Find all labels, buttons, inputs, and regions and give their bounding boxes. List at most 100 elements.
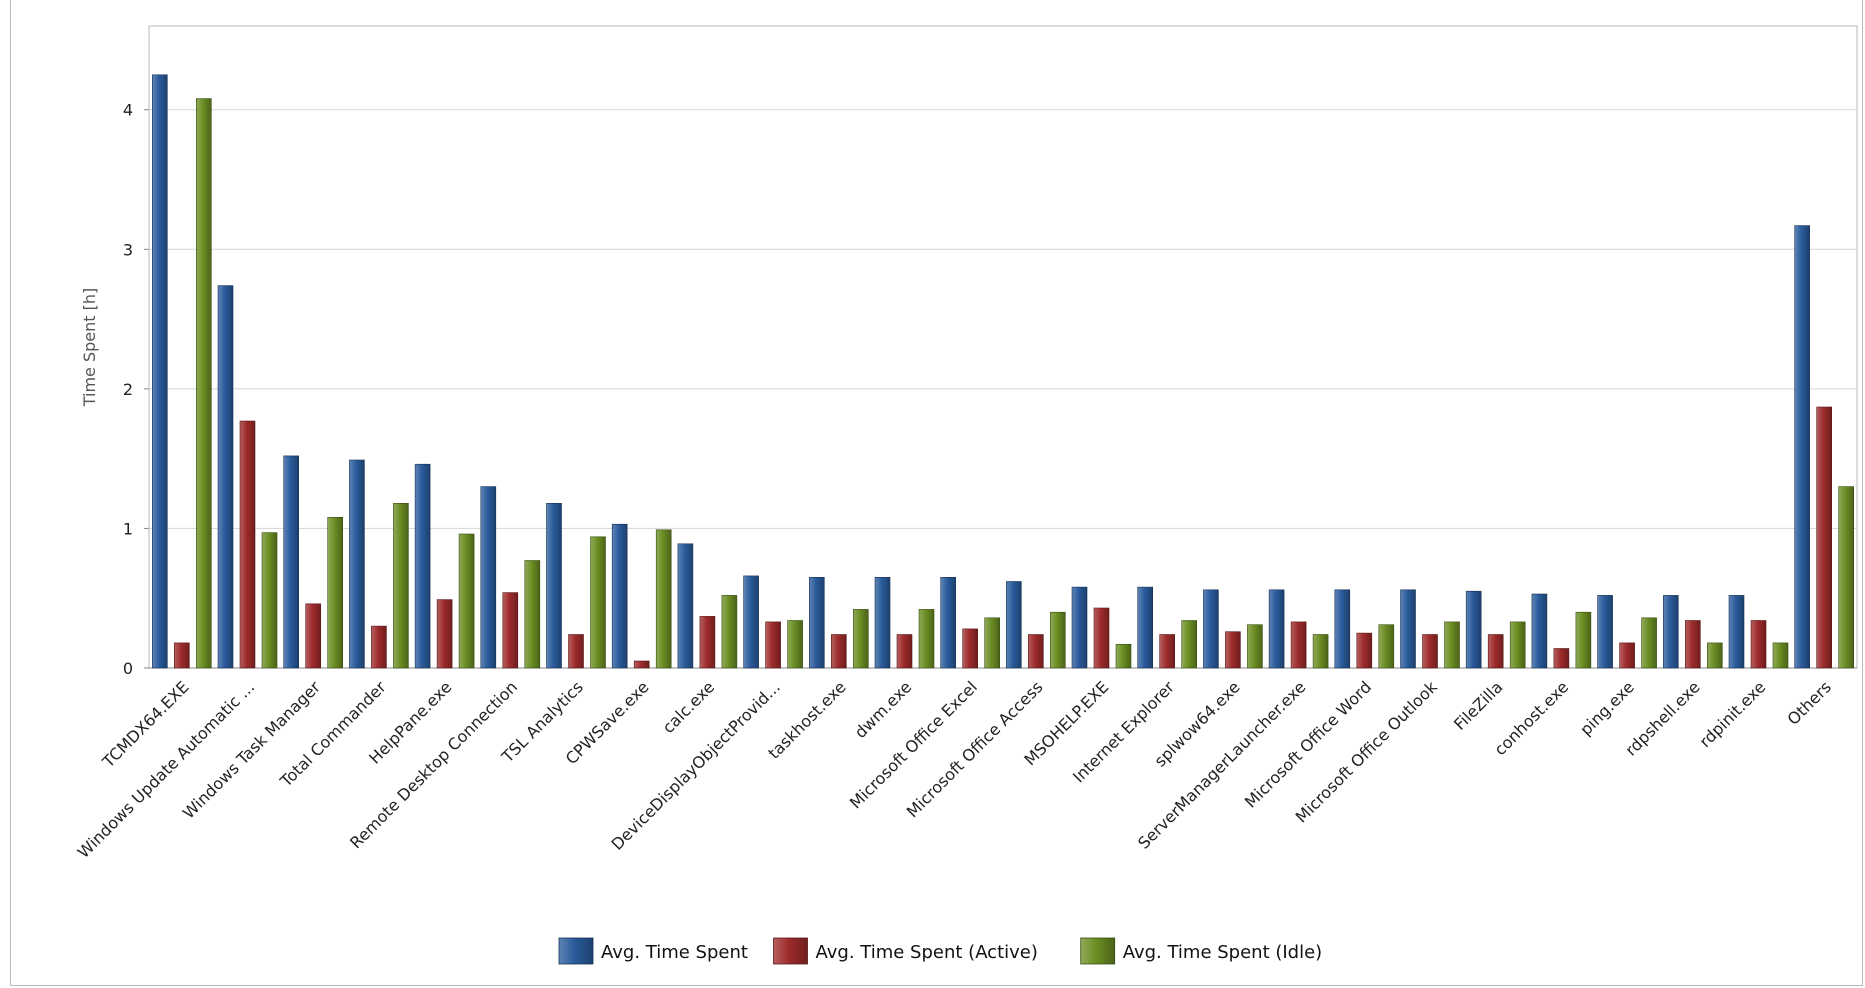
- bar-total: [1137, 586, 1153, 669]
- bar-total: [743, 575, 759, 669]
- bar-active: [830, 634, 847, 669]
- bar-total: [1728, 595, 1745, 669]
- bar-idle: [196, 98, 212, 669]
- bar-active: [1685, 620, 1701, 669]
- x-category-label: Microsoft Office Word: [1241, 677, 1375, 811]
- y-tick-label: 4: [123, 101, 133, 120]
- y-tick-label: 0: [123, 659, 133, 678]
- bar-idle: [1575, 611, 1592, 669]
- bar-idle: [327, 516, 344, 669]
- legend: Avg. Time Spent Avg. Time Spent (Active) A…: [558, 937, 1322, 965]
- bar-total: [1531, 593, 1548, 669]
- legend-label: Avg. Time Spent: [601, 942, 748, 963]
- bar-active: [765, 621, 781, 669]
- bar-idle: [524, 560, 541, 669]
- bar-idle: [458, 533, 475, 669]
- x-category-label: rdpinit.exe: [1696, 677, 1770, 751]
- bar-idle: [1181, 620, 1197, 669]
- legend-swatch: [1080, 937, 1116, 965]
- bar-active: [1225, 631, 1241, 669]
- bar-active: [962, 628, 979, 669]
- bars: [152, 74, 1854, 669]
- legend-label: Avg. Time Spent (Active): [816, 942, 1038, 963]
- bar-total: [414, 463, 431, 669]
- bar-total: [940, 576, 957, 669]
- bar-total: [1268, 589, 1285, 669]
- bar-idle: [655, 529, 672, 669]
- bar-total: [1005, 581, 1022, 669]
- bar-active: [502, 592, 519, 669]
- legend-swatch: [558, 937, 594, 965]
- bar-active: [896, 634, 913, 669]
- bar-total: [349, 459, 365, 669]
- legend-swatch: [773, 937, 808, 965]
- bar-active: [1290, 621, 1307, 669]
- bar-idle: [1772, 642, 1789, 669]
- bar-total: [808, 576, 825, 669]
- chart-frame: 0 1 2 3 4 TCMDX64.EXE Windows Update Automati…: [10, 0, 1863, 986]
- bar-active: [1093, 607, 1110, 669]
- y-tick-label: 2: [123, 380, 133, 399]
- bar-idle: [393, 502, 409, 669]
- bar-total: [1071, 586, 1088, 669]
- bar-total: [611, 523, 628, 669]
- x-category-label: Microsoft Office Excel: [846, 677, 981, 812]
- bar-active: [1027, 634, 1044, 669]
- bar-total: [283, 455, 300, 669]
- x-category-label: Others: [1784, 677, 1835, 728]
- bar-active: [1619, 642, 1635, 669]
- bar-total: [874, 576, 891, 669]
- bar-idle: [852, 609, 869, 669]
- bar-active: [1159, 634, 1175, 669]
- bar-total: [1203, 589, 1219, 669]
- y-axis-title: Time Spent [h]: [80, 288, 99, 408]
- bar-idle: [1641, 617, 1657, 669]
- bar-idle: [787, 620, 803, 669]
- x-category-label: dwm.exe: [851, 677, 916, 742]
- plot-area: [148, 25, 1858, 669]
- bar-active: [1750, 620, 1767, 669]
- bar-total: [677, 543, 694, 669]
- bar-idle: [1247, 624, 1263, 669]
- x-category-label: ping.exe: [1576, 677, 1638, 739]
- bar-idle: [1509, 621, 1526, 669]
- bar-active: [174, 642, 190, 669]
- x-category-label: FileZilla: [1450, 677, 1506, 733]
- bar-active: [1356, 632, 1373, 669]
- y-tick-label: 1: [123, 519, 133, 538]
- bar-idle: [590, 536, 606, 669]
- bar-idle: [1838, 486, 1854, 669]
- bar-idle: [1115, 643, 1132, 669]
- bar-active: [568, 634, 584, 669]
- bar-idle: [721, 595, 738, 669]
- bar-active: [1553, 648, 1570, 669]
- bar-active: [699, 616, 716, 669]
- bar-total: [152, 74, 168, 669]
- bar-total: [480, 486, 497, 669]
- bar-total: [1597, 595, 1613, 669]
- bar-total: [1465, 590, 1482, 669]
- bar-idle: [261, 532, 278, 669]
- bar-total: [1663, 595, 1679, 669]
- bar-idle: [1050, 611, 1066, 669]
- gridlines: [149, 109, 1857, 669]
- bar-active: [305, 603, 322, 669]
- y-tick-label: 3: [123, 240, 133, 259]
- bar-total: [546, 502, 562, 669]
- bar-total: [217, 285, 234, 669]
- bar-active: [239, 420, 256, 669]
- bar-active: [371, 625, 387, 669]
- bar-total: [1334, 589, 1351, 669]
- bar-active: [436, 599, 453, 669]
- bar-idle: [1378, 624, 1395, 669]
- bar-active: [1487, 634, 1504, 669]
- bar-total: [1400, 589, 1416, 669]
- bar-active: [633, 660, 650, 669]
- bar-active: [1422, 634, 1438, 669]
- bar-idle: [984, 617, 1001, 669]
- x-category-label: calc.exe: [659, 677, 719, 737]
- bar-idle: [1707, 642, 1723, 669]
- x-category-label: Microsoft Office Access: [903, 677, 1047, 821]
